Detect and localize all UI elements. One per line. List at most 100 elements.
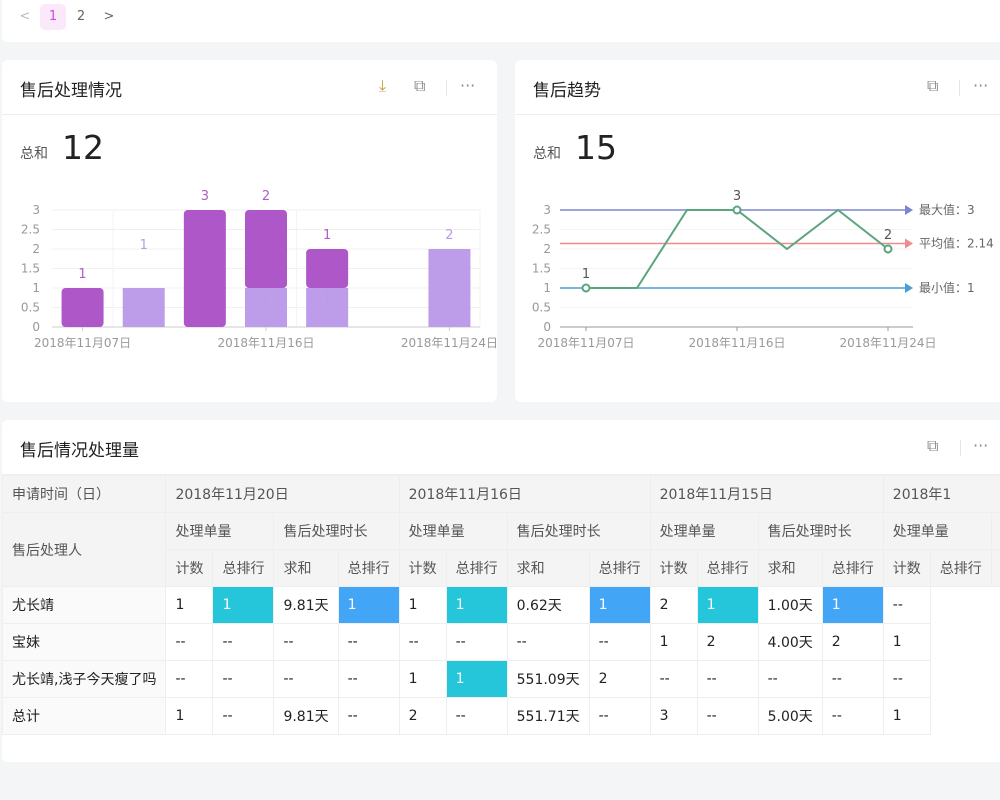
divider	[446, 80, 447, 96]
measure-header: 处理单量	[882, 512, 992, 550]
sub-header: 总排行	[696, 549, 759, 587]
table-cell: 1.00天	[757, 586, 823, 624]
sub-header: 总排行	[337, 549, 400, 587]
table-cell: --	[212, 660, 275, 698]
x-tick-label: 2018年11月07日	[34, 336, 131, 350]
y-tick-label: 0	[32, 320, 40, 334]
sub-header: 求和	[990, 549, 1000, 587]
table-cell: --	[165, 623, 214, 661]
measure-header: 售后处理时长	[273, 512, 400, 550]
sub-header: 计数	[882, 549, 931, 587]
table-cell: 2	[588, 660, 651, 698]
data-point	[732, 205, 742, 215]
x-tick-label: 2018年11月16日	[688, 336, 785, 350]
table-cell: 1	[212, 586, 275, 624]
table-cell: 1	[445, 660, 508, 698]
date-header: 2018年11月16日	[398, 475, 651, 513]
table-cell: --	[506, 623, 590, 661]
sub-header: 计数	[649, 549, 698, 587]
table-row: 总计 1 -- 9.81天 -- 2 -- 551.71天 -- 3 -- 5.00天 -- 1	[2, 697, 1000, 735]
aftersales-trend-card: 售后趋势 ⧉ ··· 总和 15	[515, 60, 1000, 402]
table-cell: --	[273, 660, 339, 698]
table-cell: --	[882, 586, 931, 624]
corner-header: 申请时间（日）	[2, 475, 167, 513]
more-icon[interactable]: ···	[973, 436, 989, 455]
bar-light	[306, 288, 349, 327]
table-cell: 1	[882, 623, 931, 661]
y-tick-label: 3	[32, 203, 40, 217]
bar-label: 1	[262, 291, 270, 306]
divider	[959, 80, 960, 96]
measure-header: 处理单量	[398, 512, 508, 550]
y-tick-label: 0	[543, 320, 551, 334]
sub-header: 求和	[757, 549, 823, 587]
arrow-icon	[905, 238, 913, 249]
date-header: 2018年11月20日	[165, 475, 400, 513]
expand-icon[interactable]: ⧉	[927, 436, 939, 455]
expand-icon[interactable]: ⧉	[414, 76, 426, 95]
x-tick-label: 2018年11月24日	[401, 336, 498, 350]
download-icon[interactable]: ⤓	[379, 76, 387, 95]
table-cell: 2	[821, 623, 884, 661]
pagination: < 1 2 >	[2, 0, 1000, 42]
bar-label: 1	[78, 267, 86, 282]
pivot-table: 申请时间（日） 2018年11月20日 2018年11月16日 2018年11月15日…	[2, 475, 1000, 735]
table-cell: 9.81天	[273, 697, 339, 735]
table-cell: 5.00天	[757, 697, 823, 735]
next-page-button[interactable]: >	[103, 9, 115, 24]
table-cell: --	[273, 623, 339, 661]
table-cell: 1	[649, 623, 698, 661]
sub-header: 总排行	[588, 549, 651, 587]
table-cell: 0.62天	[506, 586, 590, 624]
table-cell: --	[696, 660, 759, 698]
sub-header: 总排行	[445, 549, 508, 587]
table-cell: 2	[696, 623, 759, 661]
table-cell: --	[821, 697, 884, 735]
y-tick-label: 1.5	[532, 262, 551, 276]
bar-light	[245, 288, 287, 327]
more-icon[interactable]: ···	[973, 76, 989, 95]
table-cell: 1	[588, 586, 651, 624]
table-cell: --	[337, 697, 400, 735]
table-cell: 1	[165, 697, 214, 735]
table-cell: --	[649, 660, 698, 698]
table-cell: 551.71天	[506, 697, 590, 735]
aftersales-volume-card: 售后情况处理量 ⧉ ··· 申请时间（日） 2018年11月20日 2018年11月…	[2, 420, 1000, 762]
card-title: 售后趋势	[533, 81, 601, 101]
divider	[960, 440, 961, 456]
prev-page-button[interactable]: <	[19, 9, 31, 24]
sum-value: 15	[575, 128, 617, 167]
expand-icon[interactable]: ⧉	[927, 76, 939, 95]
page-1-button[interactable]: 1	[40, 4, 66, 30]
sum-label: 总和	[533, 146, 561, 162]
table-cell: 1	[337, 586, 400, 624]
sub-header: 计数	[165, 549, 214, 587]
bar-label: 2	[445, 228, 453, 243]
table-cell: 1	[398, 586, 447, 624]
table-cell: 1	[821, 586, 884, 624]
y-tick-label: 3	[543, 203, 551, 217]
card-title: 售后情况处理量	[20, 441, 139, 461]
table-cell: --	[212, 623, 275, 661]
table-row: 尤长靖,浅子今天瘦了吗 -- -- -- -- 1 1 551.09天 2 -- -- -- -- --	[2, 660, 1000, 698]
measure-header: 售后处理时长	[990, 512, 1000, 550]
line-chart: 0 0.5 1 1.5 2 2.5 3 2018年11月07日 2018年11月16日 2018年…	[532, 189, 994, 350]
sub-header: 总排行	[212, 549, 275, 587]
date-header: 2018年1	[882, 475, 1000, 513]
table-cell: 1	[398, 660, 447, 698]
x-tick-label: 2018年11月24日	[839, 336, 936, 350]
table-cell: --	[588, 697, 651, 735]
table-cell: 1	[882, 697, 931, 735]
more-icon[interactable]: ···	[460, 76, 476, 95]
table-cell: --	[398, 623, 447, 661]
bar-label: 1	[140, 238, 148, 253]
y-tick-label: 2	[32, 242, 40, 256]
table-cell: --	[445, 697, 508, 735]
y-tick-label: 1	[543, 281, 551, 295]
bar-label: 3	[201, 189, 209, 204]
table-cell: --	[337, 623, 400, 661]
table-row: 尤长靖 1 1 9.81天 1 1 1 0.62天 1 2 1 1.00天 1 --	[2, 586, 1000, 624]
page-2-button[interactable]: 2	[76, 9, 86, 24]
sum-label: 总和	[20, 146, 48, 162]
table-cell: --	[337, 660, 400, 698]
